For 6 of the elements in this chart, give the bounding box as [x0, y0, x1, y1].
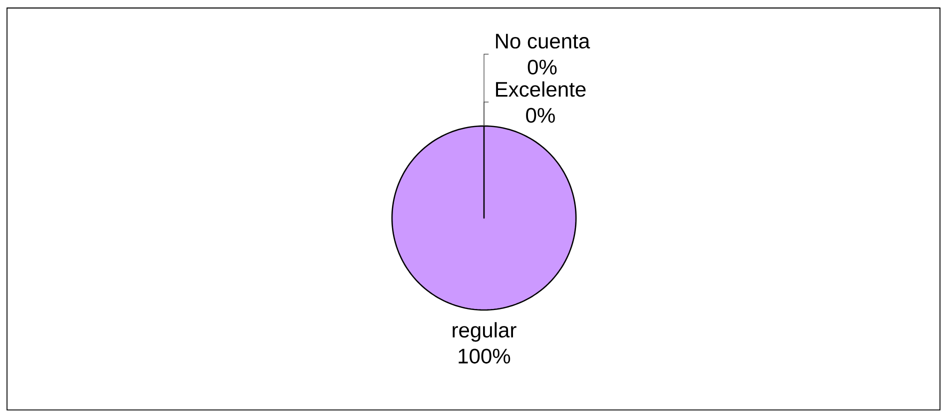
slice-label: regular — [452, 322, 516, 342]
category-label: Excelente — [496, 81, 586, 97]
text: 0% — [528, 60, 557, 75]
text: 0% — [526, 108, 555, 123]
category-label: No cuenta — [496, 34, 590, 49]
data-label: 100% — [458, 348, 510, 364]
